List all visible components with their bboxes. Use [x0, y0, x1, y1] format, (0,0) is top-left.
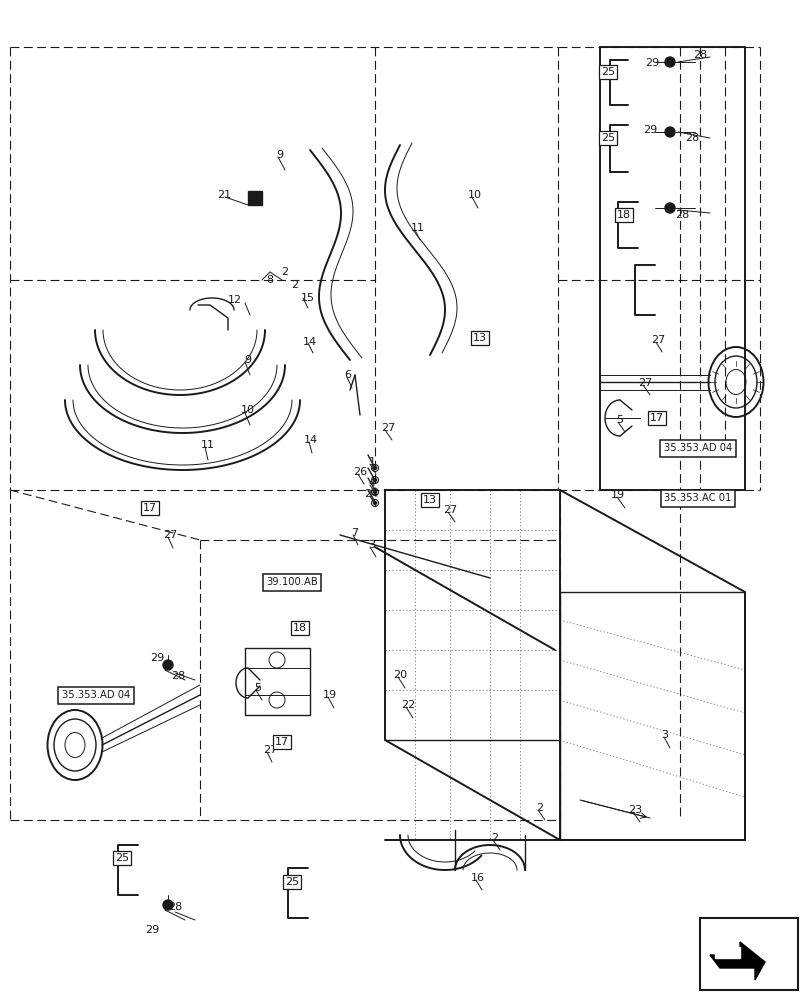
Text: 25: 25 — [115, 853, 129, 863]
Text: 22: 22 — [401, 700, 414, 710]
Text: 24: 24 — [363, 489, 378, 499]
Circle shape — [664, 203, 674, 213]
Text: 1: 1 — [368, 457, 375, 467]
Text: 5: 5 — [616, 415, 623, 425]
Text: 8: 8 — [266, 275, 273, 285]
Text: 14: 14 — [303, 337, 316, 347]
Text: 28: 28 — [692, 50, 706, 60]
Circle shape — [163, 660, 173, 670]
Text: 18: 18 — [293, 623, 307, 633]
Text: 25: 25 — [600, 67, 614, 77]
Text: 25: 25 — [600, 133, 614, 143]
Circle shape — [664, 57, 674, 67]
Text: 19: 19 — [323, 690, 337, 700]
Text: 29: 29 — [150, 653, 164, 663]
Text: 28: 28 — [168, 902, 182, 912]
Text: 29: 29 — [644, 58, 659, 68]
Text: 27: 27 — [637, 378, 651, 388]
Text: 18: 18 — [616, 210, 630, 220]
Text: 12: 12 — [228, 295, 242, 305]
Circle shape — [373, 466, 376, 470]
Text: 17: 17 — [143, 503, 157, 513]
Text: 9: 9 — [276, 150, 283, 160]
Text: 5: 5 — [254, 683, 261, 693]
Text: 28: 28 — [170, 671, 185, 681]
Text: 27: 27 — [380, 423, 395, 433]
Text: 2: 2 — [291, 280, 298, 290]
Text: 27: 27 — [650, 335, 664, 345]
Text: 3: 3 — [368, 540, 375, 550]
Circle shape — [373, 479, 376, 482]
Text: 23: 23 — [627, 805, 642, 815]
Text: 7: 7 — [351, 528, 358, 538]
Text: 10: 10 — [241, 405, 255, 415]
Text: 17: 17 — [275, 737, 289, 747]
Text: 27: 27 — [442, 505, 457, 515]
Text: 27: 27 — [163, 530, 177, 540]
Text: 28: 28 — [684, 133, 698, 143]
Text: 16: 16 — [470, 873, 484, 883]
Text: 35.353.AC 01: 35.353.AC 01 — [663, 493, 731, 503]
Text: 19: 19 — [610, 490, 624, 500]
Bar — [247, 191, 262, 205]
Text: 11: 11 — [410, 223, 424, 233]
Circle shape — [373, 502, 376, 504]
Text: 13: 13 — [473, 333, 487, 343]
Bar — [699, 918, 797, 990]
Text: 35.353.AD 04: 35.353.AD 04 — [663, 443, 732, 453]
Text: 10: 10 — [467, 190, 482, 200]
Text: 13: 13 — [423, 495, 436, 505]
Text: 14: 14 — [303, 435, 318, 445]
Polygon shape — [714, 947, 739, 958]
Text: 21: 21 — [217, 190, 231, 200]
Text: 4: 4 — [368, 478, 375, 488]
Circle shape — [163, 900, 173, 910]
Circle shape — [373, 490, 376, 493]
Text: 11: 11 — [201, 440, 215, 450]
Text: 39.100.AB: 39.100.AB — [266, 577, 317, 587]
Text: 26: 26 — [353, 467, 367, 477]
Text: 3: 3 — [661, 730, 667, 740]
Text: 2: 2 — [491, 833, 498, 843]
Text: 9: 9 — [244, 355, 251, 365]
Text: 27: 27 — [263, 745, 277, 755]
Text: 35.353.AD 04: 35.353.AD 04 — [62, 690, 130, 700]
Text: 28: 28 — [674, 210, 689, 220]
Text: 17: 17 — [649, 413, 663, 423]
Polygon shape — [709, 942, 764, 980]
Text: 29: 29 — [144, 925, 159, 935]
Text: 25: 25 — [285, 877, 298, 887]
Text: 6: 6 — [344, 370, 351, 380]
Text: 29: 29 — [642, 125, 656, 135]
Text: 2: 2 — [281, 267, 288, 277]
Text: 15: 15 — [301, 293, 315, 303]
Text: 2: 2 — [536, 803, 543, 813]
Text: 20: 20 — [393, 670, 406, 680]
Circle shape — [664, 127, 674, 137]
